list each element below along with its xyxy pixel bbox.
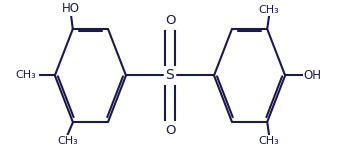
Text: CH₃: CH₃ [57,136,78,146]
Text: HO: HO [62,2,80,15]
Text: CH₃: CH₃ [259,136,279,146]
Text: CH₃: CH₃ [259,5,279,15]
Text: S: S [166,68,174,83]
Text: OH: OH [303,69,321,82]
Text: O: O [165,124,175,137]
Text: O: O [165,14,175,27]
Text: CH₃: CH₃ [16,70,36,80]
